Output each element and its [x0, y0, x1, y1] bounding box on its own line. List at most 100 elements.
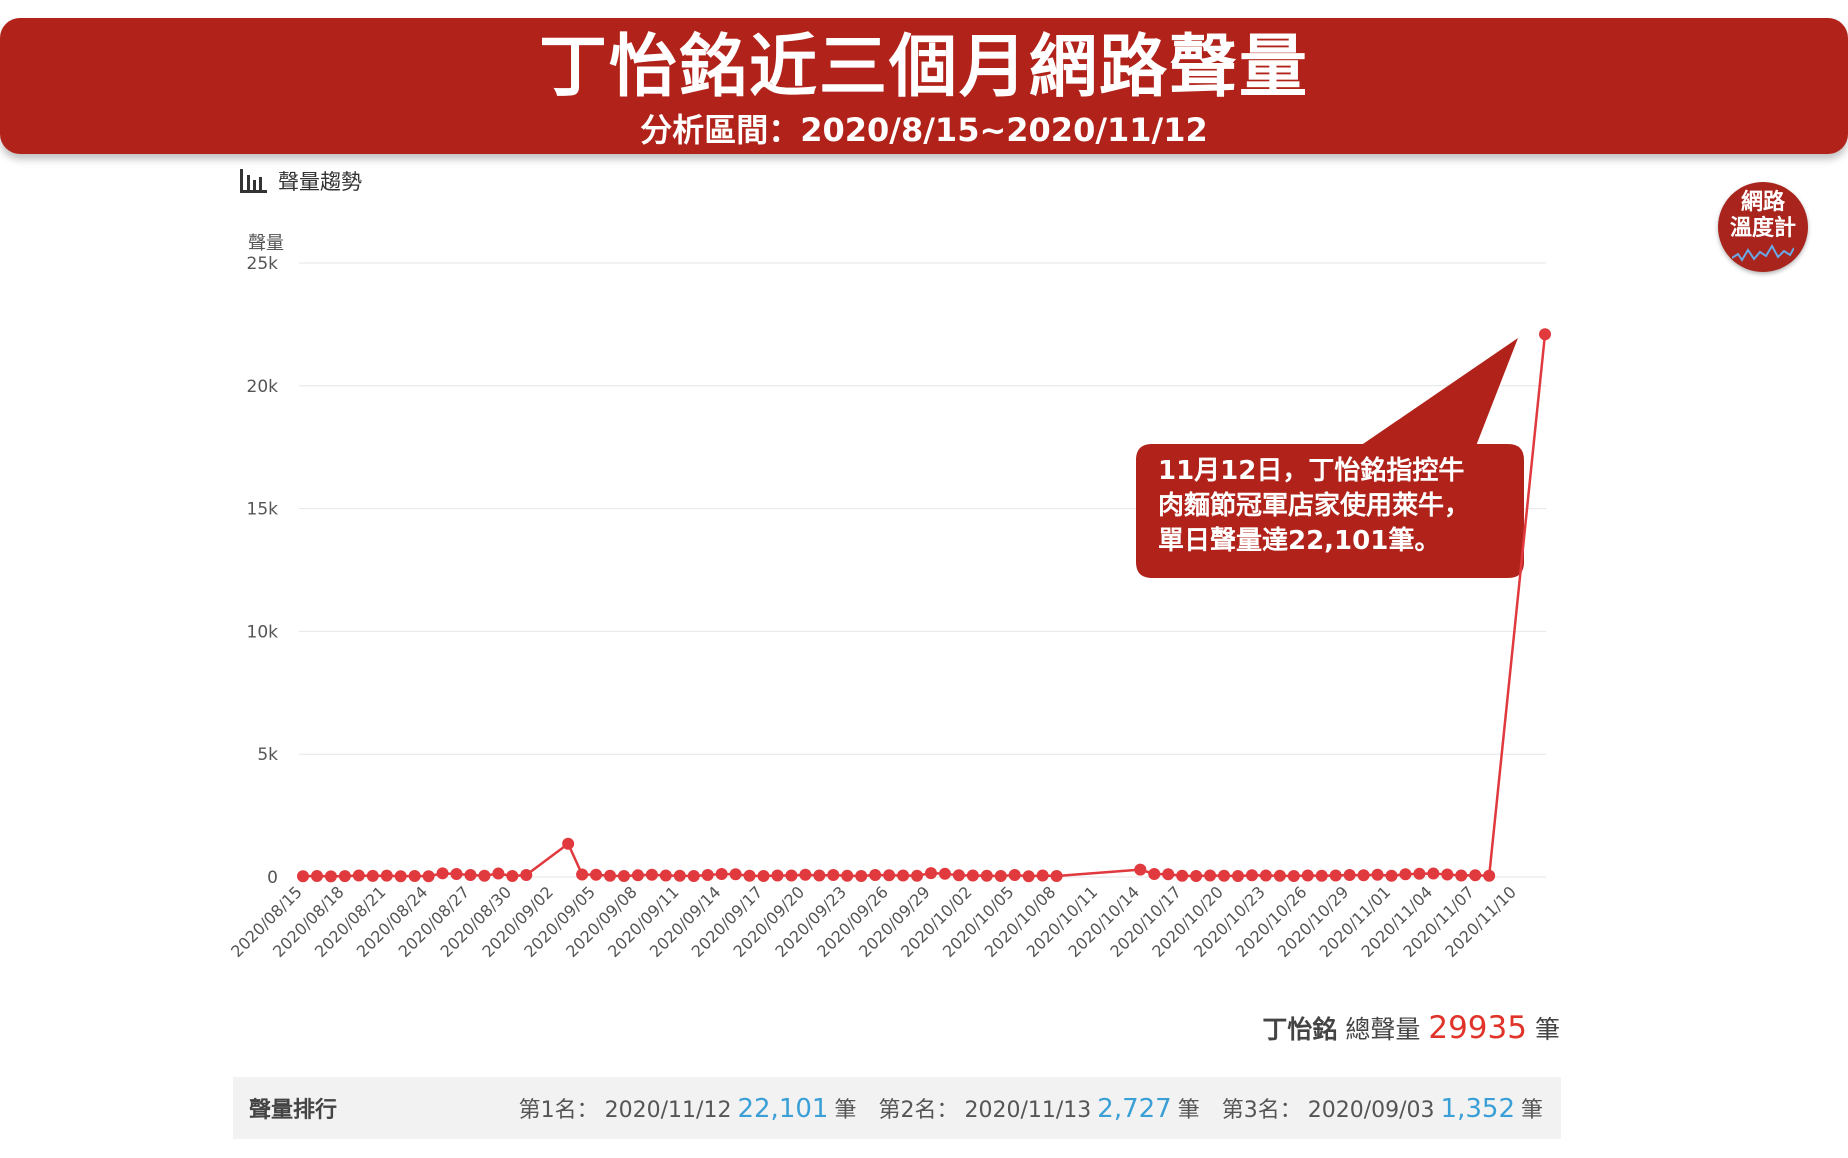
data-point — [492, 867, 505, 880]
ranking-title: 聲量排行 — [249, 1098, 338, 1123]
data-point — [1329, 869, 1342, 882]
data-point — [380, 869, 393, 882]
callout-line-1: 11月12日，丁怡銘指控牛 — [1158, 456, 1465, 486]
data-point — [1343, 869, 1356, 882]
rank-count: 1,352 — [1440, 1094, 1515, 1124]
data-point — [590, 868, 603, 881]
rank-date: 2020/09/03 — [1307, 1098, 1435, 1123]
data-point — [743, 869, 756, 882]
data-point — [1036, 869, 1049, 882]
ranking-list: 第1名： 2020/11/12 22,101 筆 第2名： 2020/11/13 … — [519, 1092, 1543, 1124]
callout-pointer — [1360, 338, 1518, 446]
y-tick-label: 10k — [247, 622, 279, 642]
rank-item-2: 第2名： 2020/11/13 2,727 筆 — [878, 1092, 1199, 1124]
data-point — [450, 868, 463, 881]
rank-label: 第1名： — [518, 1098, 599, 1123]
data-point — [436, 867, 449, 880]
y-tick-label: 0 — [267, 868, 278, 888]
total-label: 總聲量 — [1345, 1015, 1421, 1044]
data-point — [562, 837, 575, 850]
callout-line-3: 單日聲量達22,101筆。 — [1158, 526, 1441, 556]
y-axis-label: 聲量 — [248, 233, 284, 254]
data-point — [1134, 863, 1147, 876]
y-tick-label: 25k — [247, 254, 279, 274]
data-point — [366, 869, 379, 882]
rank-label: 第2名： — [878, 1098, 959, 1123]
data-point — [659, 869, 672, 882]
data-point — [952, 869, 965, 882]
section-title: 聲量趨勢 — [278, 170, 362, 194]
data-point — [827, 869, 840, 882]
data-point — [1399, 868, 1412, 881]
data-point — [1427, 867, 1440, 880]
data-point — [1190, 870, 1203, 883]
data-point — [799, 868, 812, 881]
series-line — [302, 334, 1547, 878]
data-point — [785, 869, 798, 882]
data-point — [1148, 868, 1161, 881]
ranking-bar: 聲量排行 第1名： 2020/11/12 22,101 筆 第2名： 2020/1… — [233, 1077, 1561, 1139]
data-point — [897, 869, 910, 882]
callout-annotation: 11月12日，丁怡銘指控牛 肉麵節冠軍店家使用萊牛， 單日聲量達22,101筆。 — [1134, 444, 1524, 559]
data-point — [1357, 869, 1370, 882]
data-point — [1204, 869, 1217, 882]
callout-line-2: 肉麵節冠軍店家使用萊牛， — [1158, 491, 1471, 521]
data-point — [506, 870, 519, 883]
data-point — [938, 867, 951, 880]
total-unit: 筆 — [1534, 1015, 1560, 1044]
data-point — [352, 869, 365, 882]
data-point — [1385, 869, 1398, 882]
y-tick-label: 15k — [247, 500, 279, 520]
rank-unit: 筆 — [1520, 1098, 1543, 1123]
data-point — [673, 869, 686, 882]
data-point — [715, 868, 728, 881]
data-point — [338, 870, 351, 883]
data-point — [869, 869, 882, 882]
pulse-wave-icon — [1732, 243, 1794, 262]
data-point — [701, 869, 714, 882]
brand-logo: 網路 溫度計 — [1718, 182, 1808, 272]
data-point — [478, 869, 491, 882]
total-value: 29935 — [1428, 1010, 1527, 1046]
data-point — [771, 869, 784, 882]
data-point — [1315, 869, 1328, 882]
data-point — [757, 870, 770, 883]
page-title: 丁怡銘近三個月網路聲量 — [538, 28, 1309, 107]
logo-line1: 網路 — [1740, 190, 1785, 215]
data-point — [1469, 869, 1482, 882]
data-point — [1371, 868, 1384, 881]
total-name: 丁怡銘 — [1262, 1015, 1338, 1044]
data-point — [1413, 867, 1426, 880]
rank-count: 22,101 — [737, 1094, 829, 1124]
data-point — [297, 870, 309, 883]
data-point — [1301, 869, 1314, 882]
y-tick-label: 5k — [257, 745, 278, 765]
data-point — [520, 869, 533, 882]
data-point — [576, 868, 589, 881]
data-point — [1245, 869, 1258, 882]
data-point — [324, 870, 337, 883]
data-point — [911, 869, 924, 882]
y-tick-label: 20k — [247, 377, 279, 397]
data-point — [1008, 869, 1021, 882]
data-point — [1050, 870, 1063, 883]
callout-bubble — [1136, 444, 1524, 578]
rank-unit: 筆 — [1177, 1098, 1200, 1123]
data-point — [604, 869, 617, 882]
data-point — [1162, 868, 1175, 881]
logo-line2: 溫度計 — [1729, 216, 1796, 241]
rank-unit: 筆 — [834, 1098, 857, 1123]
data-point — [1539, 328, 1551, 341]
data-point — [1483, 869, 1496, 882]
data-point — [394, 870, 407, 883]
rank-date: 2020/11/12 — [604, 1098, 732, 1123]
bar-chart-icon — [240, 169, 267, 193]
data-point — [1022, 870, 1035, 883]
data-point — [645, 868, 658, 881]
data-point — [883, 869, 896, 882]
data-point — [1176, 869, 1189, 882]
data-point — [729, 868, 742, 881]
data-point — [924, 867, 937, 880]
data-point — [1273, 869, 1286, 882]
